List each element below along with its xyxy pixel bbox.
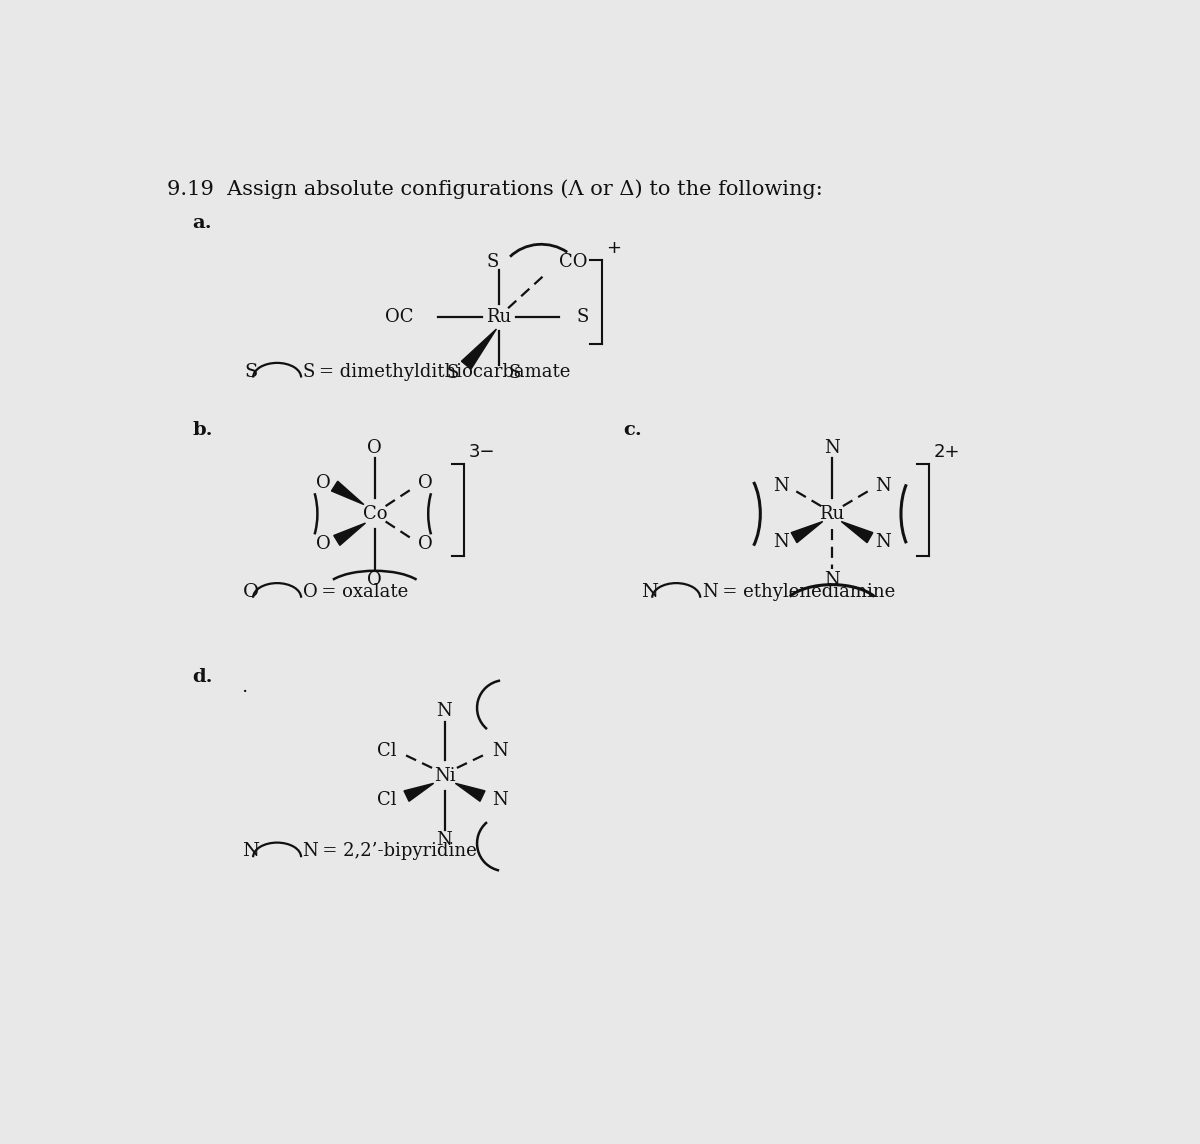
Text: Ni: Ni [433,766,455,785]
Text: OC: OC [385,309,414,326]
Text: N: N [437,702,452,720]
Text: S: S [486,253,499,271]
Text: O = oxalate: O = oxalate [304,582,409,601]
Text: N: N [437,832,452,849]
Text: N: N [824,438,840,456]
Text: N = 2,2’-bipyridine: N = 2,2’-bipyridine [304,842,478,860]
Text: c.: c. [623,421,642,439]
Text: d.: d. [193,668,214,685]
Polygon shape [334,523,366,546]
Text: S = dimethyldithiocarbamate: S = dimethyldithiocarbamate [304,363,571,381]
Text: N = ethylenediamine: N = ethylenediamine [702,582,895,601]
Polygon shape [462,329,497,370]
Text: O: O [419,535,433,554]
Text: N: N [242,842,259,860]
Polygon shape [841,522,872,542]
Text: N: N [824,571,840,589]
Text: N: N [492,742,508,761]
Text: Co: Co [362,505,386,523]
Text: N: N [876,532,892,550]
Polygon shape [455,784,485,801]
Text: Cl: Cl [377,742,397,761]
Text: O: O [317,535,331,554]
Text: CO: CO [559,253,588,271]
Text: N: N [876,477,892,495]
Text: N: N [641,582,659,601]
Text: O: O [367,438,382,456]
Text: O: O [419,475,433,492]
Polygon shape [791,522,823,542]
Text: O: O [242,582,259,601]
Text: a.: a. [193,214,212,231]
Text: 3−: 3− [468,443,496,461]
Text: Ru: Ru [820,505,845,523]
Text: O: O [367,571,382,589]
Polygon shape [404,784,433,801]
Text: .: . [241,677,247,696]
Text: Cl: Cl [377,791,397,809]
Text: S: S [576,309,589,326]
Text: O: O [317,475,331,492]
Polygon shape [331,482,364,505]
Text: Ru: Ru [486,309,511,326]
Text: N: N [492,791,508,809]
Text: S: S [244,363,257,381]
Text: +: + [606,239,622,256]
Text: S: S [446,364,458,382]
Text: N: N [773,477,788,495]
Text: 2+: 2+ [934,443,960,461]
Text: S: S [508,364,521,382]
Text: b.: b. [193,421,214,439]
Text: 9.19  Assign absolute configurations (Λ or Δ) to the following:: 9.19 Assign absolute configurations (Λ o… [167,178,823,199]
Text: N: N [773,532,788,550]
